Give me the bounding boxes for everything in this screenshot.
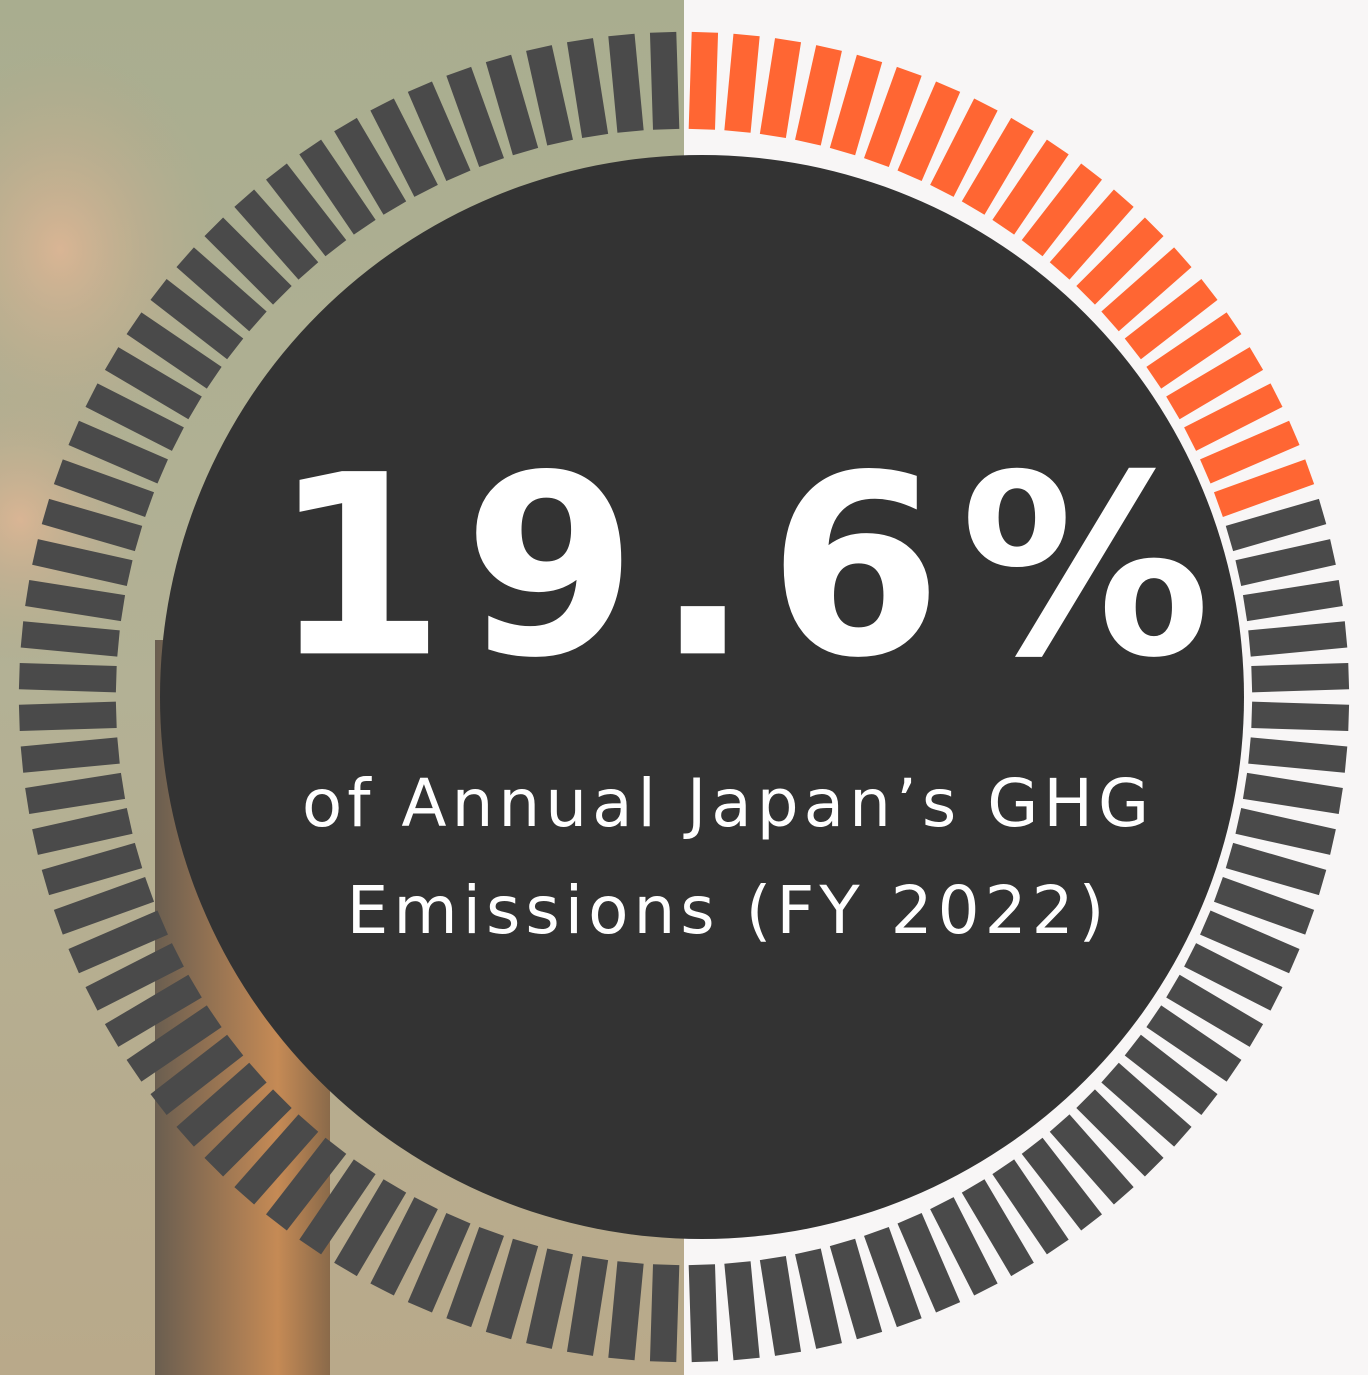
gauge-track-segment	[724, 1261, 759, 1360]
gauge-value-segment	[689, 32, 718, 130]
gauge-track-segment	[650, 1264, 679, 1362]
gauge-track-segment	[1251, 663, 1349, 692]
gauge-track-segment	[1243, 773, 1343, 814]
gauge-track-segment	[689, 1264, 718, 1362]
gauge-value-label: 19.6%	[271, 421, 1228, 712]
gauge-track-segment	[650, 32, 679, 130]
gauge-track-segment	[1251, 702, 1349, 731]
gauge-track-segment	[19, 663, 117, 692]
gauge-track-segment	[760, 1256, 801, 1356]
gauge-value-segment	[760, 38, 801, 138]
gauge-track-segment	[1248, 737, 1347, 772]
subtitle-line: Emissions (FY 2022)	[347, 872, 1110, 949]
gauge-track-segment	[19, 702, 117, 731]
gauge-value-segment	[724, 34, 759, 133]
gauge-track-segment	[1243, 580, 1343, 621]
gauge-infographic: 19.6% of Annual Japan’s GHG Emissions (F…	[0, 0, 1368, 1375]
gauge-track-segment	[1248, 621, 1347, 656]
subtitle-line: of Annual Japan’s GHG	[302, 765, 1154, 842]
